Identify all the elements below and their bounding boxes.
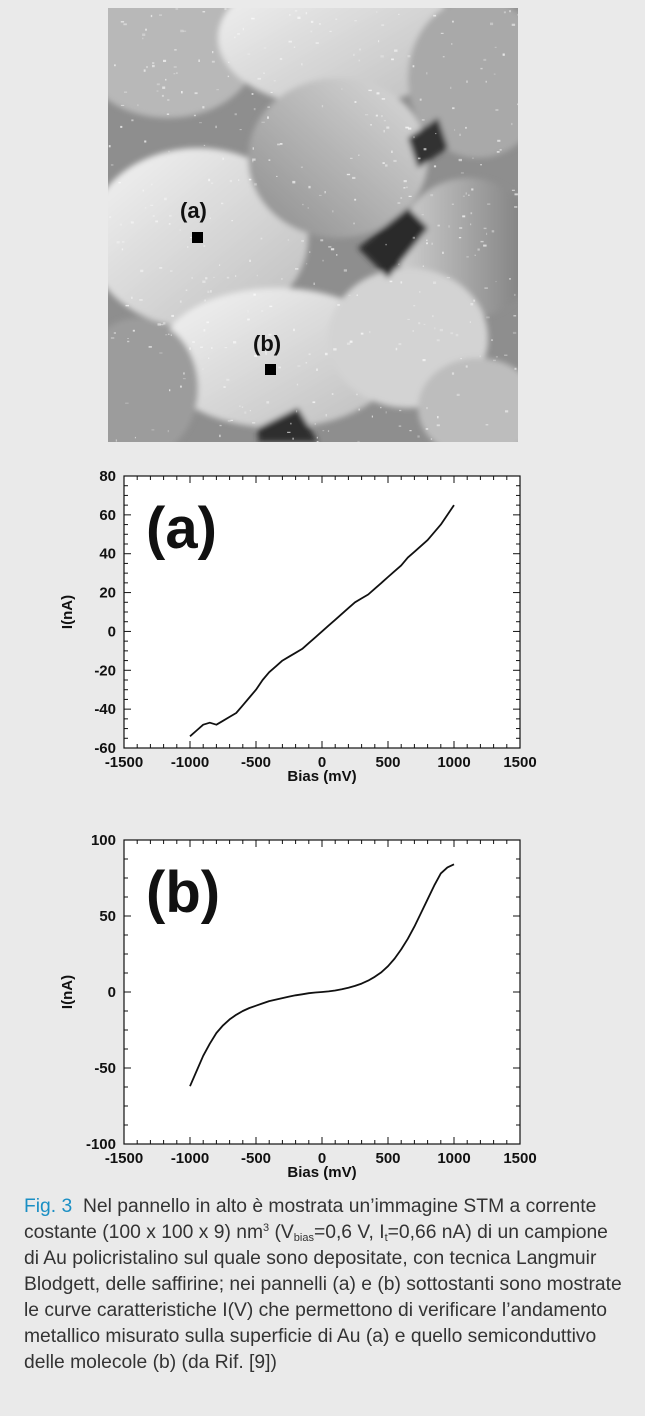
caption-text-4: =0,66 nA) di un campione di Au policrist…	[24, 1222, 622, 1373]
x-tick-label: 1500	[503, 754, 536, 771]
x-tick-label: 500	[375, 1150, 400, 1167]
y-tick-label: 40	[99, 546, 116, 563]
caption-text-2: (V	[269, 1222, 294, 1243]
caption-text-1: Nel pannello in alto è mostrata un’immag…	[24, 1196, 597, 1243]
y-tick-label: 0	[108, 984, 116, 1001]
y-tick-label: 0	[108, 623, 116, 640]
stm-image: (a) (b)	[108, 8, 518, 442]
marker-a	[192, 232, 203, 243]
x-tick-label: -1500	[105, 1150, 143, 1167]
y-tick-label: 50	[99, 908, 116, 925]
x-tick-label: 0	[318, 754, 326, 771]
y-tick-label: -20	[94, 662, 116, 679]
y-tick-label: -100	[86, 1136, 116, 1153]
x-tick-label: -1000	[171, 1150, 209, 1167]
x-tick-label: -500	[241, 1150, 271, 1167]
x-tick-label: -500	[241, 754, 271, 771]
x-axis-label: Bias (mV)	[287, 1164, 356, 1181]
iv-curve	[189, 863, 455, 1087]
iv-chart-b: -1500 -1000 -500 0 500 1000 1500100500-50-100B…	[59, 832, 537, 1181]
y-tick-label: -40	[94, 701, 116, 718]
y-tick-label: 60	[99, 507, 116, 524]
x-tick-label: 1000	[437, 1150, 470, 1167]
figure-caption: Fig. 3 Nel pannello in alto è mostrata u…	[24, 1194, 628, 1376]
x-tick-label: 500	[375, 754, 400, 771]
marker-b-label: (b)	[253, 331, 281, 356]
caption-sub-bias: bias	[293, 1232, 314, 1244]
caption-label: Fig. 3	[24, 1196, 73, 1217]
iv-curve	[189, 504, 455, 737]
x-tick-label: 1500	[503, 1150, 536, 1167]
y-tick-label: 80	[99, 468, 116, 485]
stm-topography: (a) (b)	[108, 8, 518, 442]
x-tick-label: 0	[318, 1150, 326, 1167]
y-axis-label: I(nA)	[59, 595, 76, 629]
caption-sup: 3	[263, 1222, 270, 1234]
iv-chart-a: -1500 -1000 -500 0 500 1000 1500 80 60 40 20 0 -20 -4…	[59, 468, 537, 785]
iv-plot-b: -1500 -1000 -500 0 500 1000 1500 100 50 0 -50 -100 B…	[40, 822, 600, 1186]
plot-frame	[123, 475, 521, 749]
panel-label: (b)	[146, 860, 220, 925]
y-tick-label: 100	[91, 832, 116, 849]
x-axis-label: Bias (mV)	[287, 768, 356, 785]
caption-text-3: =0,6 V, I	[313, 1222, 385, 1243]
y-tick-label: -50	[94, 1060, 116, 1077]
x-tick-label: 1000	[437, 754, 470, 771]
y-tick-label: -60	[94, 740, 116, 757]
iv-plot-a: -1500 -1000 -500 0 500 1000 1500 80 60 40 20 0 -20 -4…	[40, 458, 600, 790]
panel-label: (a)	[146, 496, 217, 561]
caption-sub-t: t	[384, 1232, 388, 1244]
x-tick-label: -1500	[105, 754, 143, 771]
y-axis-label: I(nA)	[59, 975, 76, 1009]
y-tick-label: 20	[99, 585, 116, 602]
marker-b	[265, 364, 276, 375]
marker-a-label: (a)	[180, 198, 207, 223]
x-tick-label: -1000	[171, 754, 209, 771]
